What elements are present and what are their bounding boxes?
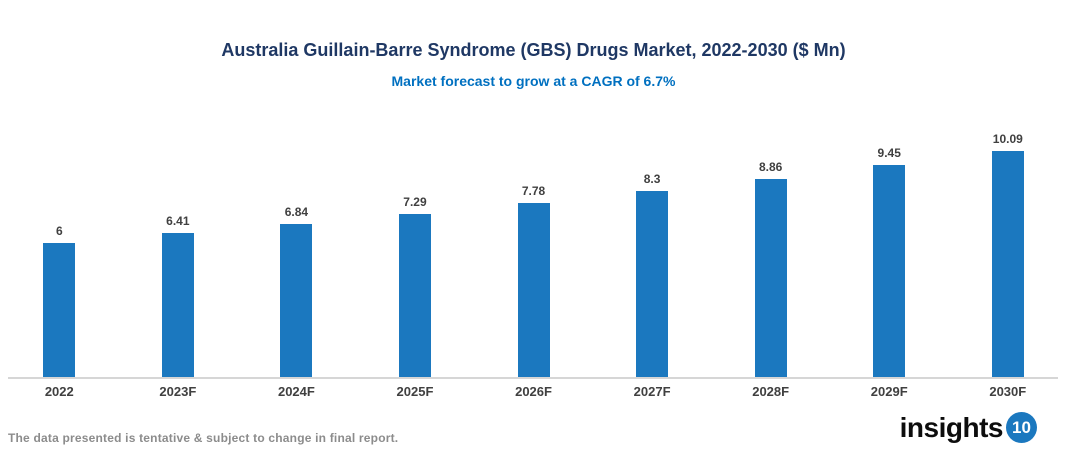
bar-value-label: 9.45 <box>877 146 901 160</box>
x-axis-labels: 2022 2023F 2024F 2025F 2026F 2027F 2028F 2029F 2… <box>0 384 1067 399</box>
bar-column: 6.41 <box>119 214 238 377</box>
bar-column: 6.84 <box>237 205 356 377</box>
bar-column: 8.3 <box>593 172 712 377</box>
bar-column: 9.45 <box>830 146 949 377</box>
x-axis-label: 2023F <box>159 384 197 399</box>
x-axis-label: 2022 <box>44 384 74 399</box>
bar <box>398 214 431 377</box>
bar-value-label: 8.86 <box>758 160 783 174</box>
bar-column: 7.78 <box>474 184 593 377</box>
chart-subtitle: Market forecast to grow at a CAGR of 6.7… <box>391 73 676 89</box>
bar-value-label: 10.09 <box>992 132 1023 146</box>
logo-badge-10-icon: 10 <box>1006 412 1037 443</box>
x-axis-label: 2027F <box>633 384 671 399</box>
bar <box>43 243 76 377</box>
bar <box>517 203 550 377</box>
bar-value-label: 6.84 <box>284 205 309 219</box>
footer-disclaimer: The data presented is tentative & subjec… <box>8 431 399 445</box>
insights10-logo: insights 10 <box>900 412 1037 443</box>
bar-column: 10.09 <box>949 132 1067 377</box>
x-axis-label: 2029F <box>870 384 908 399</box>
bar <box>280 224 313 377</box>
bar-value-label: 7.29 <box>403 195 427 209</box>
bar <box>873 165 906 377</box>
bar-value-label: 7.78 <box>521 184 546 198</box>
bar <box>161 233 194 377</box>
bar-plot: 6 6.41 6.84 7.29 7.78 8.3 8.86 9.45 10.09 <box>0 108 1067 377</box>
x-axis-label: 2030F <box>989 384 1027 399</box>
bar <box>636 191 669 377</box>
bar-value-label: 6.41 <box>166 214 190 228</box>
bar-column: 7.29 <box>356 195 475 377</box>
bar-column: 8.86 <box>711 160 830 377</box>
bar-column: 6 <box>0 224 119 377</box>
x-axis-label: 2028F <box>752 384 790 399</box>
bar <box>754 179 787 377</box>
x-axis-line <box>8 377 1058 379</box>
bar-value-label: 6 <box>55 224 63 238</box>
x-axis-label: 2024F <box>277 384 315 399</box>
x-axis-label: 2025F <box>396 384 434 399</box>
bar <box>991 151 1024 377</box>
chart-title: Australia Guillain-Barre Syndrome (GBS) … <box>221 40 846 60</box>
logo-text: insights <box>899 411 1004 443</box>
bar-value-label: 8.3 <box>643 172 661 186</box>
x-axis-label: 2026F <box>515 384 552 399</box>
